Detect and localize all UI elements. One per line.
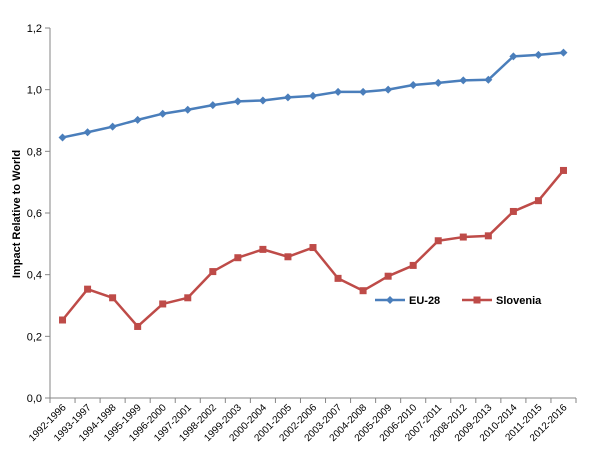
data-point-eu-28 [359, 87, 368, 96]
data-point-slovenia [184, 294, 192, 302]
data-point-slovenia [309, 244, 317, 252]
y-tick-label: 0,4 [27, 270, 42, 282]
data-point-eu-28 [283, 93, 292, 102]
data-point-eu-28 [459, 76, 468, 85]
data-point-slovenia [159, 300, 167, 308]
data-point-slovenia [459, 233, 467, 241]
series [58, 48, 568, 330]
data-point-eu-28 [58, 133, 67, 142]
data-point-slovenia [109, 294, 117, 302]
y-tick-label: 0,6 [27, 208, 42, 220]
data-point-eu-28 [434, 78, 443, 87]
data-point-slovenia [259, 245, 267, 253]
legend-label: Slovenia [496, 295, 542, 307]
data-point-eu-28 [334, 87, 343, 96]
data-point-slovenia [484, 232, 492, 240]
legend-swatch-marker [473, 296, 481, 304]
data-point-slovenia [509, 207, 517, 215]
y-tick-label: 1,0 [27, 85, 42, 97]
data-point-eu-28 [258, 96, 267, 105]
data-point-slovenia [409, 261, 417, 269]
x-axis: 1992-19961993-19971994-19981995-19991996… [27, 397, 577, 444]
data-point-eu-28 [534, 50, 543, 59]
legend-swatch-marker [386, 296, 394, 304]
data-point-slovenia [334, 274, 342, 282]
data-point-slovenia [559, 166, 567, 174]
data-point-slovenia [284, 253, 292, 261]
data-point-slovenia [359, 287, 367, 295]
data-point-eu-28 [509, 52, 518, 61]
data-point-eu-28 [208, 101, 217, 110]
data-point-eu-28 [559, 48, 568, 57]
y-axis: 0,0 0,2 0,4 0,6 0,8 1,0 1,2 [27, 23, 51, 405]
data-point-eu-28 [133, 115, 142, 124]
data-point-slovenia [209, 268, 217, 276]
legend: EU-28 Slovenia [375, 295, 542, 307]
data-point-eu-28 [158, 109, 167, 118]
data-point-slovenia [134, 322, 142, 330]
y-tick-label: 1,2 [27, 23, 42, 35]
y-tick-label: 0,8 [27, 146, 42, 158]
data-point-eu-28 [409, 81, 418, 90]
data-point-slovenia [59, 316, 67, 324]
data-point-eu-28 [233, 97, 242, 106]
data-point-slovenia [384, 272, 392, 280]
data-point-eu-28 [384, 85, 393, 94]
data-point-eu-28 [83, 128, 92, 137]
data-point-eu-28 [309, 91, 317, 100]
data-point-eu-28 [108, 122, 117, 131]
data-point-slovenia [534, 197, 542, 205]
data-point-slovenia [434, 237, 442, 245]
data-point-slovenia [234, 254, 242, 262]
legend-label: EU-28 [409, 295, 440, 307]
y-tick-label: 0,0 [27, 393, 42, 405]
y-tick-label: 0,2 [27, 331, 42, 343]
data-point-eu-28 [183, 105, 192, 114]
y-axis-label: Impact Relative to World [11, 150, 23, 278]
data-point-eu-28 [484, 75, 493, 84]
data-point-slovenia [84, 285, 92, 293]
